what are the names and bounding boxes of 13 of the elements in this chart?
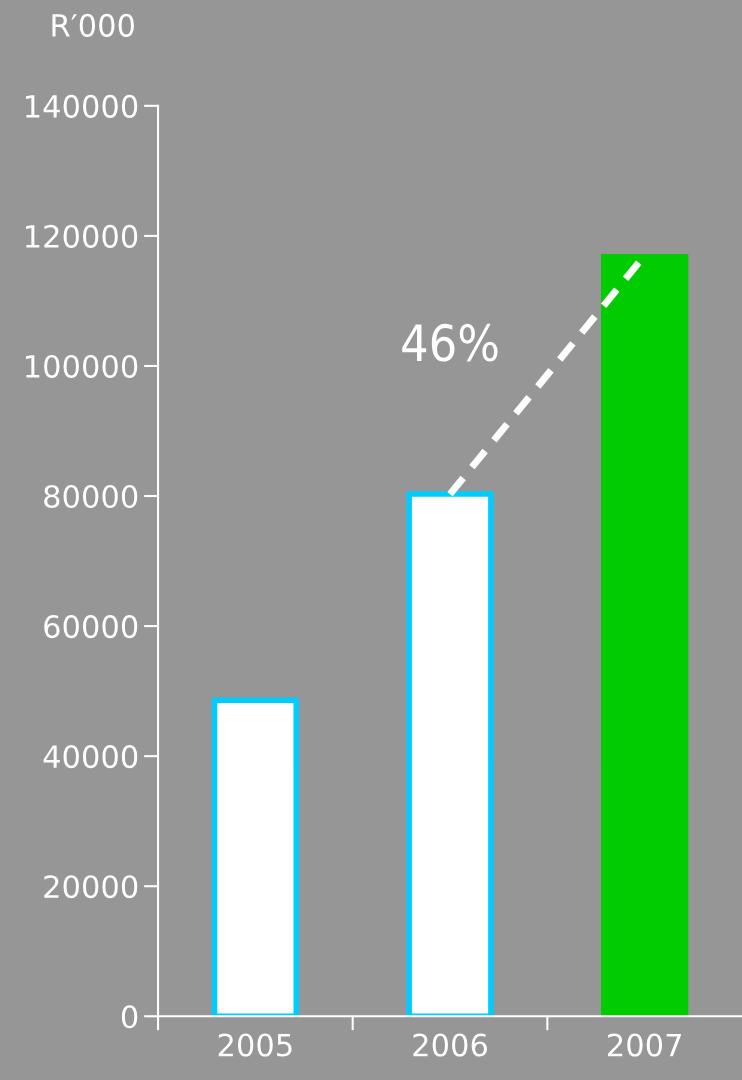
y-tick-label: 20000 <box>44 875 138 899</box>
y-tick-label: 40000 <box>43 745 138 769</box>
y-tick-label: 100000 <box>26 354 138 379</box>
y-tick-label: 0 <box>121 1005 138 1029</box>
x-tick-label: 2006 <box>413 1033 487 1057</box>
y-tick-label: 80000 <box>44 484 138 509</box>
annotation: 46% <box>402 323 498 362</box>
y-axis-title: R′000 <box>52 13 134 37</box>
x-tick-label: 2005 <box>218 1033 292 1057</box>
y-tick-label: 140000 <box>26 94 138 118</box>
y-tick-label: 60000 <box>44 615 138 639</box>
x-tick-label: 2007 <box>608 1033 681 1057</box>
y-tick-label: 120000 <box>26 224 138 248</box>
